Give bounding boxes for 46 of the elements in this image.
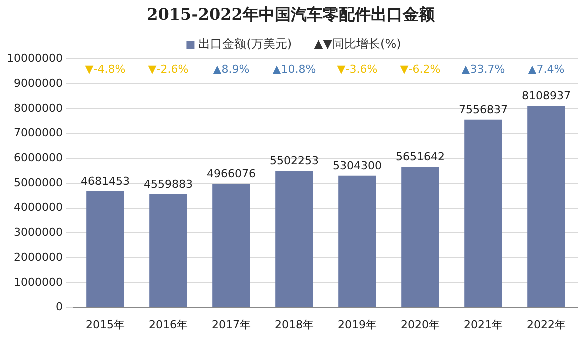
y-tick-label: 6000000 bbox=[14, 152, 63, 164]
x-tick-label: 2018年 bbox=[274, 318, 314, 332]
x-tick-label: 2015年 bbox=[86, 318, 125, 332]
y-tick-label: 9000000 bbox=[14, 76, 63, 90]
data-label: 4681453 bbox=[80, 174, 130, 188]
bar bbox=[150, 194, 188, 308]
x-tick-label: 2021年 bbox=[464, 318, 503, 332]
annotation: ▲33.7% bbox=[462, 63, 506, 76]
data-label: 5651642 bbox=[396, 150, 445, 164]
annotation: ▼-3.6% bbox=[337, 63, 378, 76]
y-tick-label: 0 bbox=[56, 300, 63, 314]
data-label: 5502253 bbox=[270, 154, 319, 168]
data-label: 4559883 bbox=[144, 178, 193, 191]
x-tick-label: 2020年 bbox=[400, 318, 440, 332]
x-tick-label: 2017年 bbox=[212, 318, 251, 332]
annotation: ▲7.4% bbox=[528, 63, 565, 76]
x-tick-label: 2022年 bbox=[527, 318, 566, 332]
bar bbox=[276, 171, 314, 308]
annotation: ▲8.9% bbox=[213, 63, 250, 76]
data-label: 7556837 bbox=[459, 103, 508, 116]
y-tick-label: 5000000 bbox=[14, 176, 63, 190]
annotation: ▼-6.2% bbox=[400, 63, 441, 76]
annotation: ▲10.8% bbox=[272, 63, 316, 76]
x-tick-label: 2019年 bbox=[338, 318, 377, 332]
x-tick-label: 2016年 bbox=[148, 318, 188, 332]
y-tick-label: 3000000 bbox=[14, 226, 63, 240]
data-label: 4966076 bbox=[206, 168, 256, 181]
bar bbox=[212, 184, 250, 308]
text: ▲▼同比增长(%) bbox=[314, 37, 402, 52]
chart-title: 2015-2022年中国汽车零配件出口金额 bbox=[147, 4, 436, 24]
y-tick-label: 10000000 bbox=[6, 52, 63, 66]
data-label: 5304300 bbox=[332, 159, 382, 172]
legend-label: 出口金额(万美元) bbox=[198, 37, 292, 52]
annotation: ▼-2.6% bbox=[148, 63, 189, 76]
bar bbox=[338, 176, 376, 308]
data-label: 8108937 bbox=[522, 90, 571, 103]
y-tick-label: 1000000 bbox=[14, 276, 63, 289]
bar bbox=[464, 120, 502, 308]
annotation: ▼-4.8% bbox=[85, 63, 126, 76]
bar bbox=[402, 167, 440, 308]
bar bbox=[86, 191, 124, 308]
y-tick-label: 2000000 bbox=[14, 250, 63, 264]
y-tick-label: 4000000 bbox=[14, 201, 63, 214]
y-tick-label: 7000000 bbox=[14, 126, 63, 140]
bar bbox=[528, 106, 566, 308]
y-tick-label: 8000000 bbox=[14, 102, 63, 115]
